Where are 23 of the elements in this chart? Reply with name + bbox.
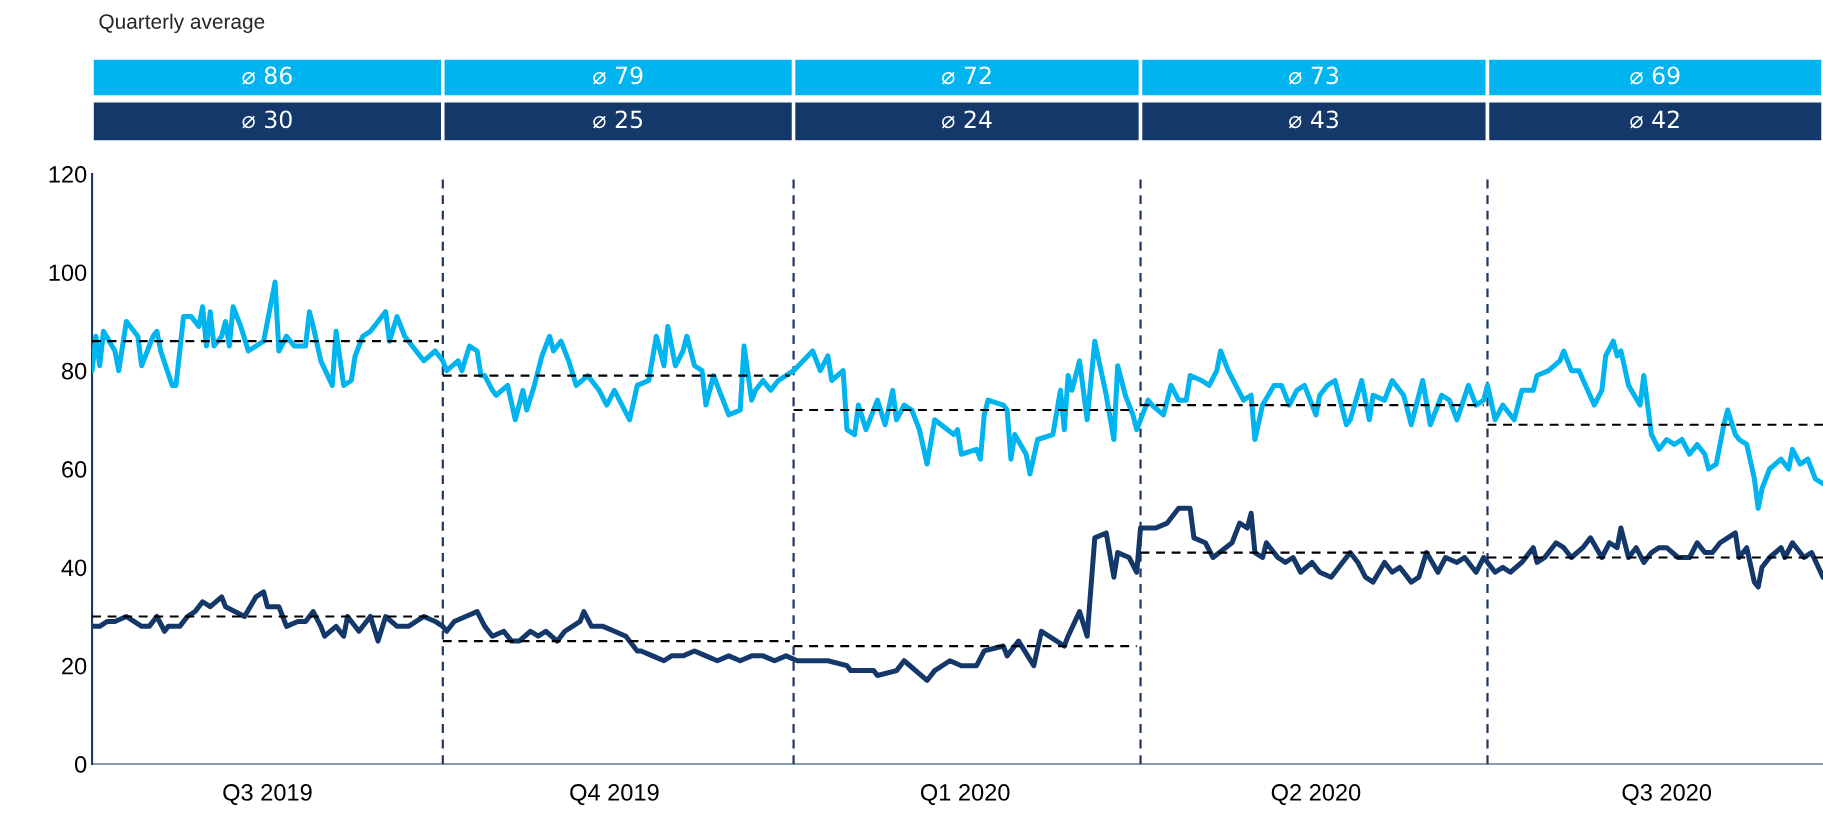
text: ⌀ 73 <box>1288 66 1338 85</box>
y-tick-label: 120 <box>49 166 87 183</box>
text: ⌀ 30 <box>242 110 292 129</box>
y-tick-label: 20 <box>62 657 87 675</box>
text: ⌀ 43 <box>1288 110 1338 129</box>
x-tick-label: Q2 2020 <box>1271 784 1361 806</box>
y-tick-label: 40 <box>61 559 87 577</box>
y-tick-label: 0 <box>74 756 87 773</box>
y-tick-label: 100 <box>49 264 87 282</box>
x-tick-label: Q3 2019 <box>223 784 312 806</box>
text: ⌀ 69 <box>1630 66 1680 85</box>
y-tick-label: 60 <box>62 461 87 478</box>
text: ⌀ 86 <box>242 66 292 85</box>
text: ⌀ 72 <box>942 66 991 85</box>
x-tick-label: Q4 2019 <box>570 784 659 806</box>
x-tick-label: Q3 2020 <box>1622 784 1712 806</box>
y-tick-label: 80 <box>61 362 87 380</box>
x-tick-label: Q1 2020 <box>920 784 1010 806</box>
text: ⌀ 79 <box>593 66 643 85</box>
text: ⌀ 24 <box>942 110 992 129</box>
text: Quarterly average <box>99 13 265 34</box>
text: ⌀ 25 <box>593 110 643 129</box>
text: ⌀ 42 <box>1630 110 1679 129</box>
